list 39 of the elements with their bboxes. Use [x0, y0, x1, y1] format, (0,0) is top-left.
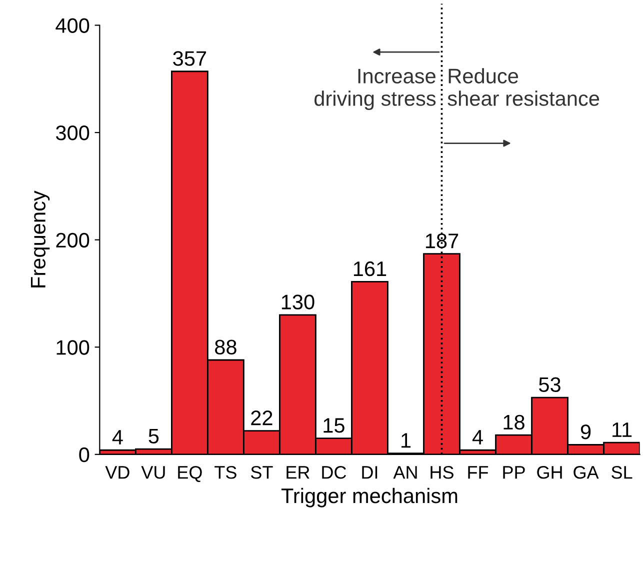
x-tick-label: SL: [612, 466, 632, 479]
data-label: 161: [354, 261, 386, 276]
data-label: 9: [580, 424, 591, 440]
data-label: 11: [612, 422, 632, 437]
y-tick-label: 0: [79, 447, 90, 462]
data-label: 18: [504, 414, 524, 430]
data-label: 4: [112, 430, 123, 444]
data-label: 4: [472, 430, 483, 444]
x-tick-label: VD: [105, 466, 130, 479]
y-tick-label: 200: [56, 232, 90, 248]
data-label: 1: [402, 433, 411, 448]
x-tick-label: FF: [468, 466, 488, 479]
x-tick-label: VU: [141, 466, 165, 479]
x-axis-title: Trigger mechanism: [281, 488, 458, 508]
y-axis-title: Frequency: [30, 190, 50, 288]
data-label: 53: [539, 377, 560, 392]
data-label: 187: [426, 234, 458, 248]
x-tick-label: GA: [574, 466, 599, 479]
x-tick-label: GH: [537, 466, 562, 479]
x-tick-label: DC: [322, 466, 346, 479]
y-tick-label: 400: [56, 18, 90, 33]
data-label: 15: [324, 418, 344, 433]
x-tick-label: PP: [503, 466, 525, 479]
data-label: 130: [282, 294, 314, 310]
x-tick-label: TS: [214, 466, 236, 479]
annotation: Increase driving stress: [314, 68, 436, 110]
y-tick-label: 100: [56, 340, 90, 355]
x-tick-label: AN: [393, 466, 417, 479]
data-label: 5: [148, 429, 159, 444]
x-tick-label: HS: [430, 466, 454, 479]
x-tick-label: ER: [286, 466, 310, 479]
annotation: Reduce shear resistance: [448, 68, 600, 106]
data-label: 357: [173, 51, 206, 66]
x-tick-label: ST: [250, 466, 273, 479]
x-tick-label: DI: [362, 466, 378, 479]
x-tick-label: EQ: [178, 466, 202, 482]
data-label: 22: [251, 410, 272, 426]
data-label: 88: [215, 340, 236, 354]
y-tick-label: 300: [56, 126, 90, 140]
